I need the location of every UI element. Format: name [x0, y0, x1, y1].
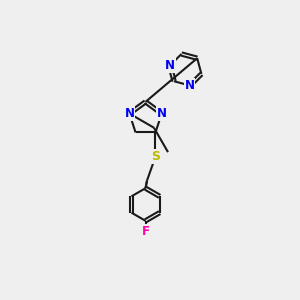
Text: F: F [142, 225, 149, 238]
Text: S: S [151, 150, 160, 163]
Text: N: N [165, 59, 175, 72]
Text: N: N [185, 79, 195, 92]
Text: N: N [124, 107, 134, 120]
Text: N: N [157, 107, 167, 120]
